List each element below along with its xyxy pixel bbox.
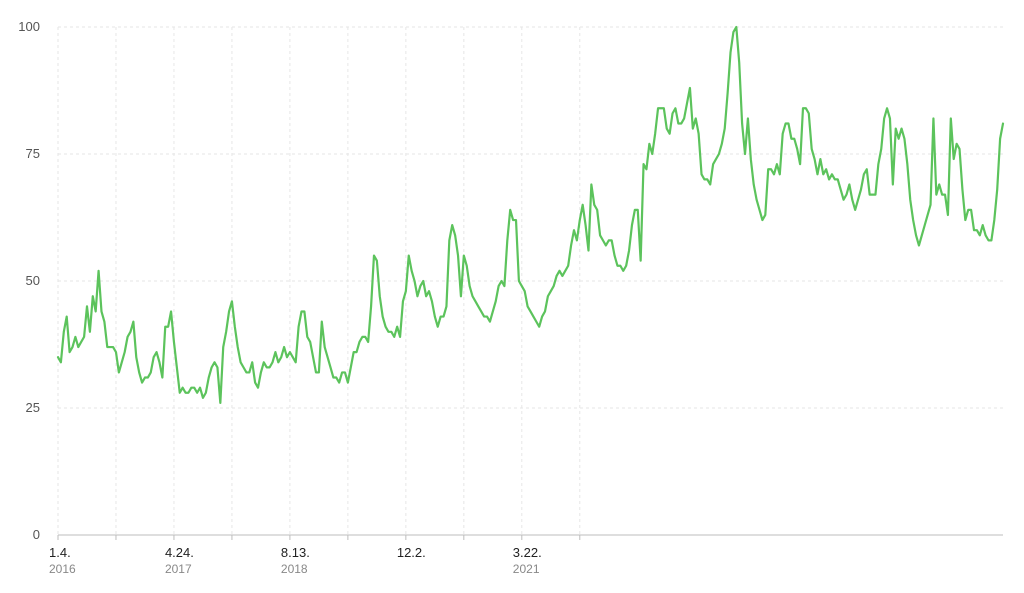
x-tick-label: 4.24. xyxy=(165,545,194,560)
series-line xyxy=(56,25,1005,405)
y-tick-label: 0 xyxy=(33,527,40,542)
x-tick-label: 8.13. xyxy=(281,545,310,560)
x-tick-label: 1.4. xyxy=(49,545,71,560)
y-tick-label: 50 xyxy=(26,273,40,288)
x-tick-label: 12.2. xyxy=(397,545,426,560)
y-axis-ticks: 0 25 50 75 100 xyxy=(18,19,40,542)
y-tick-label: 25 xyxy=(26,400,40,415)
y-tick-label: 75 xyxy=(26,146,40,161)
x-tick-label: 3.22. xyxy=(513,545,542,560)
horizontal-grid xyxy=(58,26,1003,409)
x-tick-year: 2021 xyxy=(513,562,540,576)
x-tick-year: 2018 xyxy=(281,562,308,576)
x-axis-ticks: 1.4. 2016 4.24. 2017 8.13. 2018 12.2. 3.22. 2021 xyxy=(49,545,542,576)
x-tick-year: 2017 xyxy=(165,562,192,576)
vertical-grid xyxy=(57,27,581,540)
y-tick-label: 100 xyxy=(18,19,40,34)
x-tick-year: 2016 xyxy=(49,562,76,576)
